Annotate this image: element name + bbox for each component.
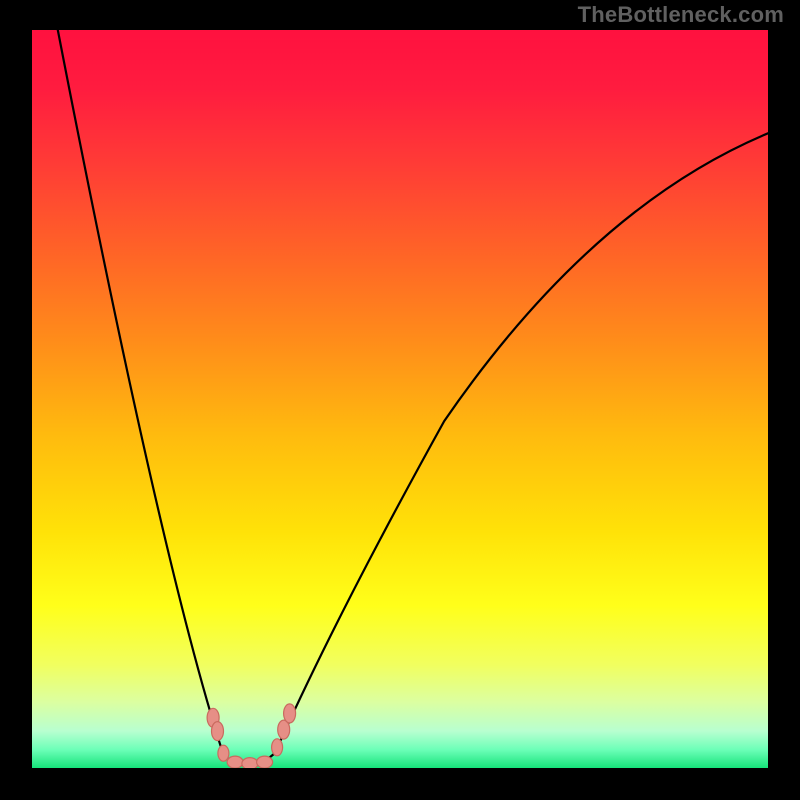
watermark-text: TheBottleneck.com	[578, 2, 784, 28]
bottleneck-plot	[32, 30, 768, 768]
curve-marker	[242, 758, 258, 768]
curve-marker	[212, 722, 224, 741]
chart-frame: TheBottleneck.com	[0, 0, 800, 800]
gradient-background	[32, 30, 768, 768]
curve-marker	[284, 704, 296, 723]
curve-marker	[257, 756, 273, 768]
curve-marker	[218, 745, 229, 761]
curve-marker	[272, 739, 283, 756]
plot-svg	[32, 30, 768, 768]
curve-marker	[227, 756, 243, 768]
